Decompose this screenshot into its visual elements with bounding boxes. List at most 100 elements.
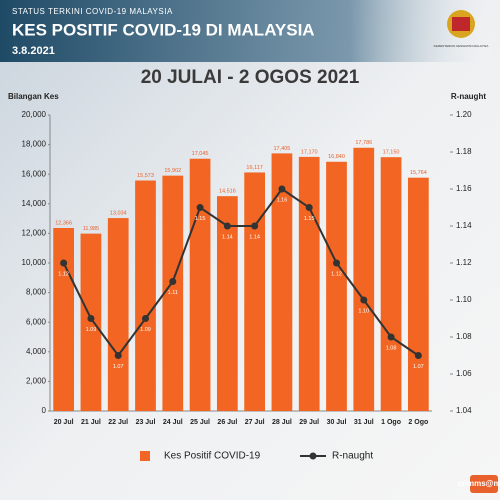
x-tick-label: 28 Jul: [272, 419, 292, 426]
bar-value-label: 13,034: [110, 211, 127, 217]
y-tick-label: 2,000: [26, 377, 47, 386]
y2-axis-label: R-naught: [451, 92, 486, 101]
line-point: [251, 222, 259, 230]
line-value-label: 1.12: [58, 271, 69, 277]
legend-label: Kes Positif COVID-19: [164, 451, 261, 462]
x-tick-label: 20 Jul: [54, 419, 74, 426]
y2-tick-label: 1.12: [456, 258, 472, 267]
line-point: [278, 185, 286, 193]
bar-value-label: 16,840: [328, 154, 345, 160]
bar: [298, 156, 320, 411]
bar: [107, 218, 129, 411]
bar: [326, 161, 347, 411]
line-value-label: 1.14: [222, 234, 233, 240]
x-tick-label: 27 Jul: [245, 419, 265, 426]
x-tick-label: 1 Ogo: [381, 419, 401, 426]
crest-caption: KEMENTERIAN KESIHATAN MALAYSIA: [434, 44, 489, 48]
bar: [353, 147, 375, 411]
line-point: [360, 296, 368, 304]
line: [62, 187, 419, 358]
y-tick-label: 6,000: [26, 317, 47, 326]
bar-value-label: 15,902: [164, 168, 181, 174]
y-axis-label: Bilangan Kes: [8, 92, 59, 101]
line-value-label: 1.14: [249, 234, 260, 240]
legend-marker: [309, 452, 317, 460]
x-tick-label: 24 Jul: [163, 419, 183, 426]
bar: [216, 196, 238, 411]
line-point: [223, 222, 231, 230]
bar: [271, 153, 293, 411]
line-point: [60, 259, 68, 267]
y2-tick-label: 1.20: [456, 110, 472, 119]
line-value-label: 1.07: [413, 364, 424, 370]
bar-value-label: 14,516: [219, 189, 236, 195]
chart-title: 20 JULAI - 2 OGOS 2021: [141, 67, 360, 88]
header-date: 3.8.2021: [12, 45, 55, 57]
bar-value-label: 17,405: [274, 146, 291, 152]
footer-text: comms@moh: [458, 479, 500, 488]
line-value-label: 1.09: [86, 327, 97, 333]
x-tick-label: 26 Jul: [217, 419, 237, 426]
bar-value-label: 17,170: [301, 149, 318, 155]
bar-value-label: 11,985: [83, 226, 99, 232]
x-tick-label: 22 Jul: [108, 419, 128, 426]
bar-value-label: 12,366: [55, 220, 72, 226]
y-tick-label: 4,000: [26, 347, 47, 356]
line-point: [142, 315, 149, 322]
x-tick-label: 30 Jul: [327, 419, 347, 426]
bar: [53, 227, 75, 411]
y-tick-label: 12,000: [22, 229, 47, 238]
bar-value-label: 15,764: [410, 170, 427, 176]
x-tick-label: 25 Jul: [190, 419, 210, 426]
y-tick-label: 14,000: [22, 199, 47, 208]
line-point: [305, 204, 313, 211]
y2-tick-label: 1.04: [456, 406, 472, 415]
x-tick-label: 31 Jul: [354, 419, 374, 426]
footer-badge: [470, 475, 498, 493]
line-point: [114, 352, 122, 359]
y2-tick-label: 1.16: [456, 184, 472, 193]
bar: [380, 157, 402, 411]
status-text: STATUS TERKINI COVID-19 MALAYSIA: [12, 7, 173, 16]
bar: [162, 175, 184, 411]
line-value-label: 1.07: [113, 364, 124, 370]
bar: [135, 180, 156, 411]
y-tick-label: 0: [42, 406, 47, 415]
line-value-label: 1.11: [168, 290, 178, 296]
crest-shield: [452, 17, 470, 31]
x-tick-label: 21 Jul: [81, 419, 101, 426]
x-tick-label: 23 Jul: [136, 419, 156, 426]
line-value-label: 1.15: [195, 216, 206, 222]
x-tick-label: 29 Jul: [299, 419, 319, 426]
bar-value-label: 17,150: [383, 150, 400, 156]
bar-value-label: 16,117: [246, 165, 262, 171]
header-band: [0, 0, 500, 62]
y2-tick-label: 1.06: [456, 369, 472, 378]
y-tick-label: 8,000: [26, 288, 47, 297]
y2-tick-label: 1.18: [456, 147, 472, 156]
y-tick-label: 16,000: [22, 169, 47, 178]
line-point: [333, 259, 340, 267]
bar: [80, 233, 102, 411]
line-point: [169, 278, 177, 285]
line-value-label: 1.10: [358, 308, 369, 314]
header-title: KES POSITIF COVID-19 DI MALAYSIA: [12, 20, 315, 39]
bar: [244, 172, 266, 411]
line-value-label: 1.09: [140, 327, 151, 333]
bar: [407, 177, 429, 411]
bar-value-label: 15,573: [137, 173, 154, 179]
line-point: [87, 315, 95, 322]
line-value-label: 1.15: [304, 216, 315, 222]
legend-label: R-naught: [332, 451, 373, 462]
line-value-label: 1.12: [331, 271, 342, 277]
bar: [189, 158, 211, 411]
line-value-label: 1.16: [277, 197, 288, 203]
bar-value-label: 17,045: [192, 151, 209, 157]
y-tick-label: 10,000: [22, 258, 47, 267]
bar-value-label: 17,786: [355, 140, 372, 146]
y-tick-label: 18,000: [22, 140, 47, 149]
line-value-label: 1.08: [386, 345, 397, 351]
x-tick-label: 2 Ogo: [408, 419, 428, 426]
y-tick-label: 20,000: [22, 110, 47, 119]
